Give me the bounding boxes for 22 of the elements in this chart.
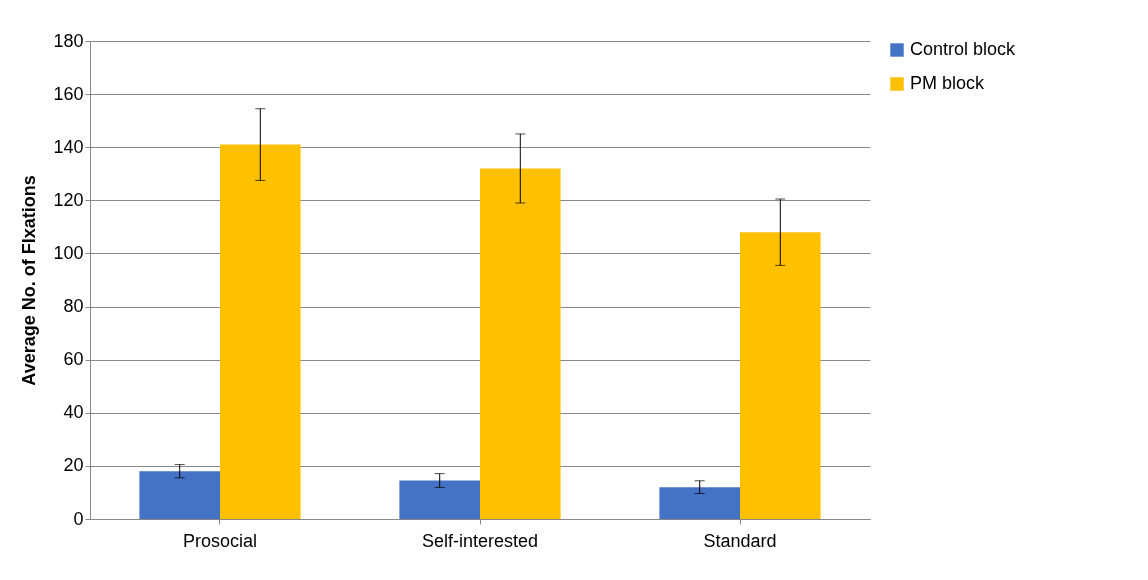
bar bbox=[740, 232, 821, 519]
x-tick-label: Self-interested bbox=[421, 530, 539, 551]
bar bbox=[659, 487, 740, 519]
y-tick-label: 120 bbox=[53, 189, 84, 210]
legend-label: Control block bbox=[910, 39, 1017, 59]
y-tick-label: 100 bbox=[53, 242, 84, 263]
legend-label: PM block bbox=[910, 73, 986, 93]
x-tick-label: Prosocial bbox=[182, 530, 258, 551]
bar bbox=[480, 168, 561, 519]
bar bbox=[139, 471, 220, 519]
y-tick-label: 0 bbox=[73, 508, 84, 529]
y-tick-label: 160 bbox=[53, 83, 84, 104]
bar bbox=[220, 144, 301, 519]
y-axis-title: Average No. of FIxations bbox=[19, 175, 40, 386]
x-tick-label: Standard bbox=[703, 530, 777, 551]
y-tick-label: 80 bbox=[63, 296, 84, 317]
y-tick-label: 140 bbox=[53, 136, 84, 157]
y-tick-label: 20 bbox=[63, 455, 84, 476]
bar bbox=[399, 480, 480, 519]
y-tick-label: 60 bbox=[63, 349, 84, 370]
y-tick-label: 40 bbox=[63, 402, 84, 423]
y-tick-label: 180 bbox=[53, 30, 84, 51]
